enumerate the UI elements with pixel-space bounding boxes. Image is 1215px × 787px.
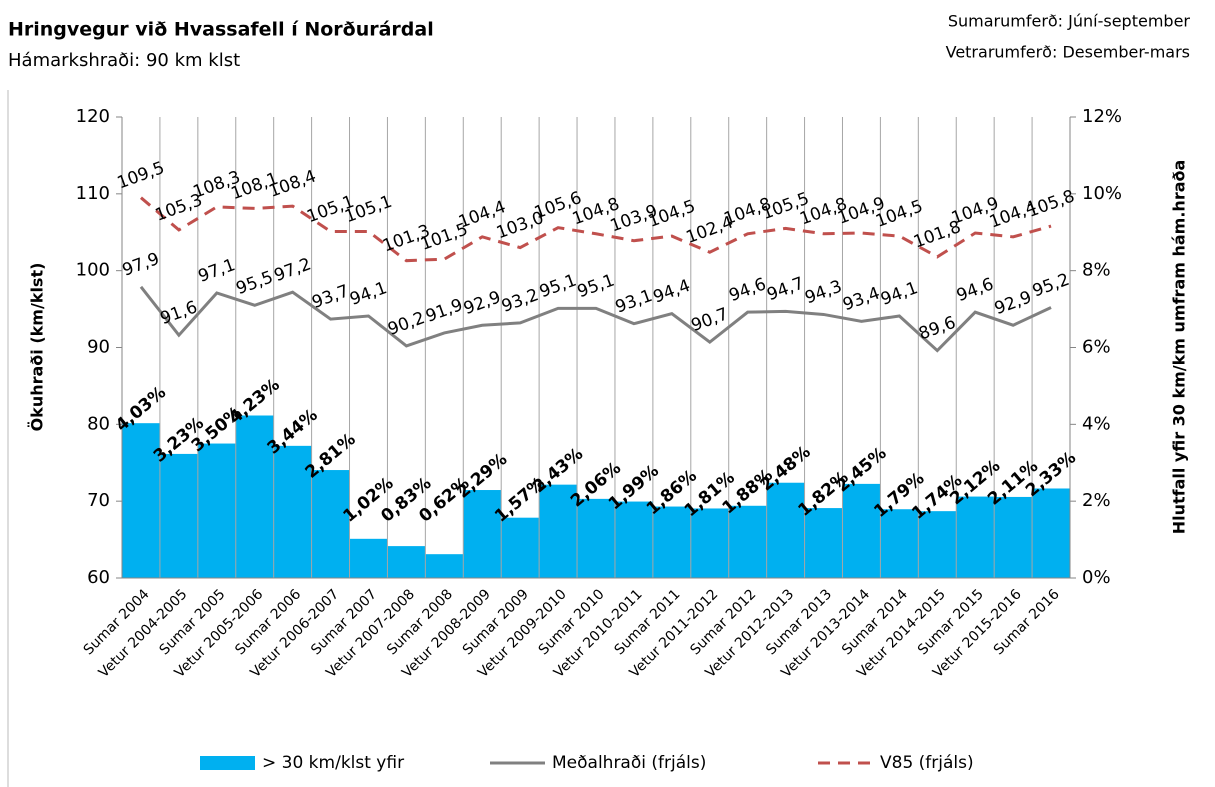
y-tick-label: 60: [87, 567, 110, 588]
y-axis-title: Ökuhraði (km/klst): [28, 263, 47, 432]
legend-label: > 30 km/klst yfir: [262, 753, 404, 773]
legend-label: Meðalhraði (frjáls): [552, 753, 706, 773]
bar: [880, 509, 919, 578]
bar: [235, 415, 274, 578]
bar: [349, 538, 388, 578]
bar: [387, 546, 426, 578]
bar: [539, 484, 578, 578]
legend-swatch: [200, 756, 255, 770]
y-tick-label: 100: [76, 260, 110, 281]
bar: [652, 506, 691, 578]
legend-label: V85 (frjáls): [880, 753, 974, 773]
bar: [690, 508, 729, 578]
bar: [159, 453, 198, 578]
annotation: Vetrarumferð: Desember-mars: [946, 43, 1190, 62]
y2-tick-label: 2%: [1082, 490, 1111, 511]
bar: [1032, 488, 1070, 578]
bar: [842, 483, 881, 578]
y-tick-label: 90: [87, 337, 110, 358]
bar: [728, 505, 767, 578]
bar: [425, 554, 464, 578]
y-tick-label: 80: [87, 413, 110, 434]
y-tick-label: 110: [76, 183, 110, 204]
y-tick-label: 70: [87, 490, 110, 511]
y2-axis-title: Hlutfall yfir 30 km/km umfram hám.hraða: [1170, 160, 1189, 535]
bar: [804, 508, 843, 578]
chart-subtitle: Hámarkshraði: 90 km klst: [8, 50, 240, 71]
chart-title: Hringvegur við Hvassafell í Norðurárdal: [8, 19, 434, 41]
y2-tick-label: 4%: [1082, 413, 1111, 434]
y-tick-label: 120: [76, 106, 110, 127]
bar: [577, 498, 615, 578]
y2-tick-label: 8%: [1082, 260, 1111, 281]
annotation: Sumarumferð: Júní-september: [948, 12, 1191, 31]
bar: [197, 443, 236, 578]
bar: [766, 482, 805, 578]
bar: [994, 496, 1033, 578]
line: [139, 196, 1052, 263]
y2-tick-label: 0%: [1082, 567, 1111, 588]
y2-tick-label: 12%: [1082, 106, 1122, 127]
bar: [956, 496, 995, 578]
y2-tick-label: 6%: [1082, 337, 1111, 358]
line: [139, 285, 1052, 353]
y2-tick-label: 10%: [1082, 183, 1122, 204]
bar: [122, 423, 160, 578]
bar: [463, 490, 502, 578]
bar: [501, 517, 540, 578]
bar: [273, 445, 312, 578]
bar: [614, 501, 653, 578]
bar: [311, 470, 350, 578]
bar: [918, 511, 957, 578]
